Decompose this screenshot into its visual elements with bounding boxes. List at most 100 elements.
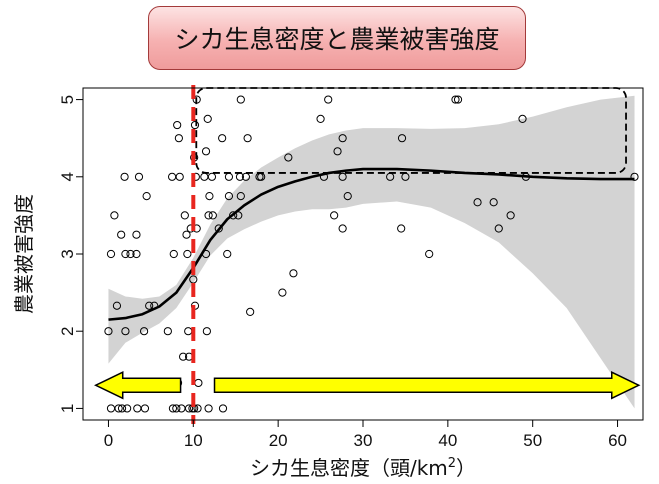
data-point: [203, 114, 212, 123]
data-point: [202, 327, 211, 336]
data-point: [133, 404, 142, 413]
data-point: [397, 134, 407, 143]
data-point: [330, 211, 339, 220]
data-point: [104, 327, 113, 336]
data-point: [177, 404, 186, 413]
left-arrow: [93, 371, 182, 400]
data-point: [167, 172, 177, 181]
data-point: [214, 224, 223, 233]
data-point: [139, 327, 149, 336]
data-point: [168, 404, 178, 413]
data-point: [200, 172, 209, 181]
x-tick-label: 20: [269, 431, 288, 450]
data-point: [132, 230, 141, 239]
data-point: [106, 249, 116, 259]
data-point: [134, 172, 144, 181]
y-tick-label: 2: [58, 326, 77, 335]
data-point: [218, 404, 228, 413]
data-point: [223, 249, 232, 259]
data-point: [117, 404, 127, 413]
data-point: [190, 120, 200, 130]
data-point: [140, 404, 150, 413]
x-tick-label: 60: [608, 431, 627, 450]
x-axis-title-close: ）: [456, 456, 476, 480]
x-axis-title: シカ生息密度（頭/km2）: [250, 456, 476, 480]
x-tick-label: 0: [104, 431, 113, 450]
data-point: [179, 352, 188, 361]
right-arrow: [213, 371, 641, 400]
data-point: [204, 211, 213, 220]
data-point: [174, 134, 183, 143]
data-point: [114, 404, 123, 413]
data-point: [204, 404, 213, 413]
data-point: [338, 172, 347, 181]
data-point: [236, 191, 245, 201]
data-point: [518, 114, 527, 123]
data-point: [338, 134, 347, 143]
data-point: [224, 191, 234, 201]
data-point: [184, 327, 193, 336]
data-point: [172, 404, 181, 413]
data-point: [473, 198, 482, 207]
data-point: [316, 114, 325, 123]
y-tick-label: 1: [58, 404, 77, 413]
data-point: [182, 230, 191, 239]
data-point: [123, 404, 132, 413]
x-axis-title-sup: 2: [448, 456, 456, 471]
data-point: [201, 147, 211, 156]
data-point: [126, 249, 135, 259]
data-point: [343, 191, 352, 201]
data-point: [224, 172, 234, 181]
data-point: [489, 198, 498, 207]
x-tick-label: 10: [184, 431, 203, 450]
data-point: [425, 249, 434, 259]
data-point: [236, 95, 245, 104]
y-tick-label: 4: [58, 172, 77, 181]
axes-layer: 0 10 20 30 40 50 60 1 2 3 4 5: [58, 87, 644, 450]
x-tick-label: 50: [523, 431, 542, 450]
data-point: [494, 224, 503, 233]
y-axis-title: 農業被害強度: [12, 194, 36, 314]
data-point: [112, 301, 122, 310]
data-point: [289, 269, 298, 278]
x-tick-label: 40: [438, 431, 457, 450]
data-point: [184, 404, 194, 413]
y-tick-label: 3: [58, 249, 77, 258]
data-point: [175, 172, 184, 181]
smooth-curve-layer: [108, 167, 635, 321]
x-axis-title-main: シカ生息密度（頭/km: [250, 456, 448, 480]
data-point: [163, 327, 172, 336]
data-point: [173, 120, 182, 130]
smooth-curve: [108, 167, 635, 321]
data-point: [324, 95, 333, 104]
data-point: [180, 211, 189, 220]
chart-title: シカ生息密度と農業被害強度: [148, 6, 526, 70]
data-point: [117, 230, 126, 239]
data-point: [193, 404, 202, 413]
data-point: [142, 191, 151, 201]
confidence-band: [108, 95, 635, 409]
data-point: [169, 249, 178, 259]
data-point: [207, 172, 217, 181]
data-point: [121, 327, 130, 336]
data-point: [121, 249, 130, 259]
data-point: [229, 211, 238, 220]
data-point: [243, 134, 252, 143]
data-point: [110, 211, 119, 220]
data-point: [338, 224, 347, 233]
data-point: [183, 249, 192, 259]
data-point: [145, 301, 154, 310]
data-point: [120, 172, 129, 181]
data-point: [453, 95, 463, 104]
data-point: [451, 95, 460, 104]
data-point: [106, 404, 116, 413]
data-point: [506, 211, 515, 220]
data-point: [246, 307, 255, 317]
y-tick-label: 5: [58, 95, 77, 104]
data-point: [278, 288, 287, 297]
data-point: [218, 134, 227, 143]
confidence-band-layer: [108, 95, 635, 409]
data-point: [132, 249, 141, 259]
data-point: [205, 191, 214, 201]
